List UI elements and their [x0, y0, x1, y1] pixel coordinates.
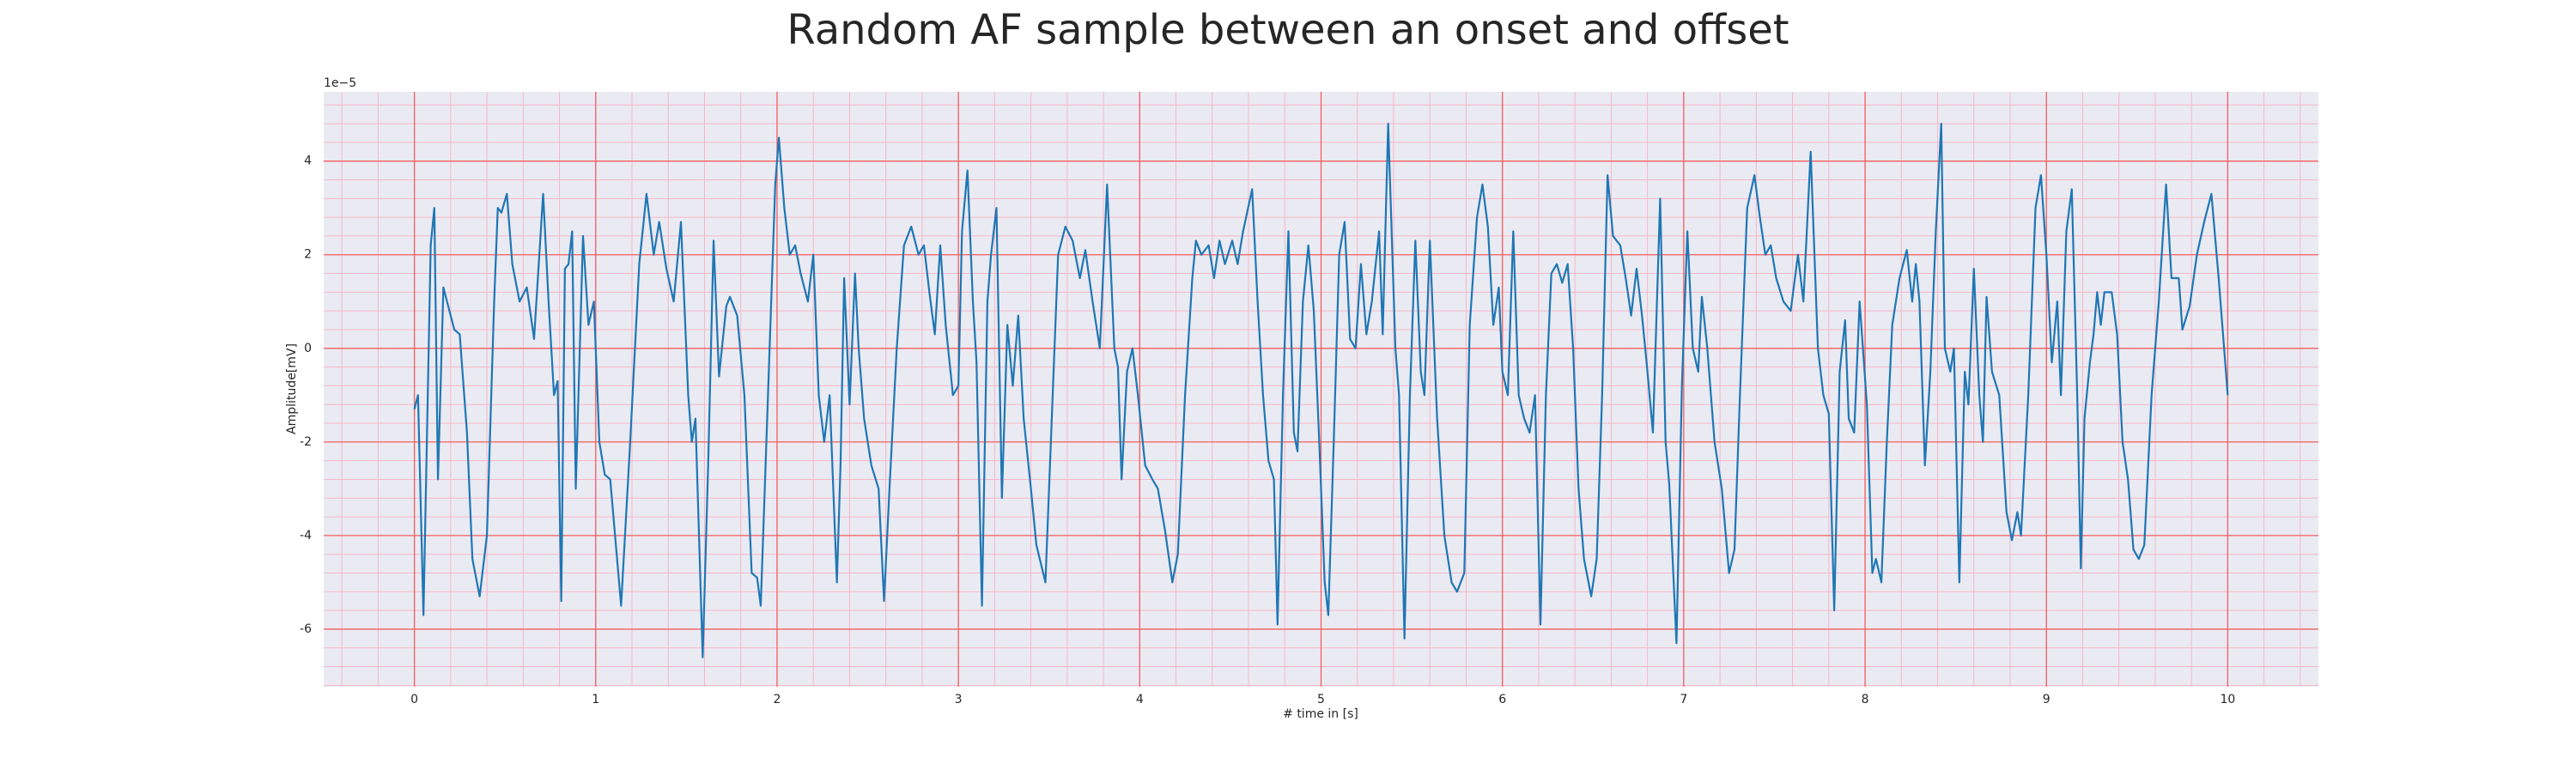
x-tick-label: 1: [592, 693, 599, 706]
x-tick-label: 5: [1317, 693, 1325, 706]
x-tick-label: 9: [2043, 693, 2050, 706]
chart-title: Random AF sample between an onset and of…: [787, 6, 1789, 54]
y-tick-label: -6: [300, 622, 312, 636]
x-tick-label: 7: [1680, 693, 1687, 706]
y-offset-label: 1e−5: [324, 76, 356, 90]
x-tick-label: 10: [2220, 693, 2235, 706]
x-axis-label: # time in [s]: [1283, 707, 1358, 721]
y-tick-label: 2: [304, 248, 312, 262]
y-axis-label: Amplitude[mV]: [285, 343, 299, 434]
y-tick-label: -4: [300, 529, 312, 543]
y-tick-label: 0: [304, 342, 312, 355]
x-tick-label: 0: [410, 693, 418, 706]
y-tick-label: -2: [300, 435, 312, 449]
x-tick-label: 4: [1136, 693, 1144, 706]
marks: [413, 122, 2229, 658]
x-tick-label: 8: [1862, 693, 1869, 706]
y-tick-label: 4: [304, 155, 312, 168]
grid: [324, 92, 2318, 687]
data-line: [413, 122, 2229, 658]
x-tick-label: 3: [955, 693, 963, 706]
x-tick-label: 2: [773, 693, 781, 706]
x-tick-label: 6: [1498, 693, 1506, 706]
